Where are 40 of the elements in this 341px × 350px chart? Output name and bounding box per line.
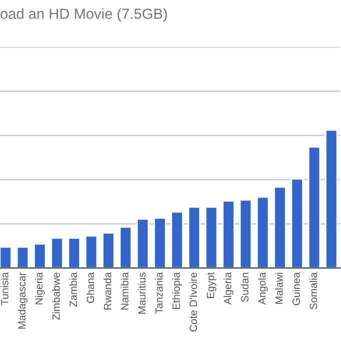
x-tick-label: Zambia xyxy=(69,272,77,307)
x-tick-label: Mauritius xyxy=(138,272,146,314)
bar xyxy=(16,246,30,268)
x-tick-label: Algeria xyxy=(224,272,234,305)
bar xyxy=(308,146,321,268)
x-tick-label: Madagascar xyxy=(18,272,28,329)
x-tick-label: Tunisia xyxy=(0,272,8,306)
bar xyxy=(102,232,115,268)
x-tick-label: Nigeria xyxy=(35,272,45,304)
bar xyxy=(325,129,338,268)
bar xyxy=(274,186,286,268)
bar xyxy=(222,200,235,268)
x-tick-label: Malawi xyxy=(275,272,283,304)
bar xyxy=(239,199,252,268)
x-tick-label: Egypt xyxy=(206,272,216,298)
bar xyxy=(68,237,81,268)
bar xyxy=(50,237,64,268)
bar xyxy=(205,206,218,268)
x-tick-label: Zimbabwe xyxy=(52,272,60,320)
bar xyxy=(119,226,132,268)
bar xyxy=(84,235,98,268)
bar xyxy=(0,246,12,268)
chart-title: oad an HD Movie (7.5GB) xyxy=(0,8,167,22)
bar xyxy=(136,218,150,268)
bar xyxy=(170,211,184,268)
bar xyxy=(154,217,166,268)
bar xyxy=(34,243,46,268)
x-tick-label: Guinea xyxy=(292,272,300,306)
x-tick-label: Somalia xyxy=(309,272,318,310)
x-tick-label: Rwanda xyxy=(104,272,112,310)
x-tick-label: Sudan xyxy=(240,272,248,302)
x-tick-label: Cote D'Ivoire xyxy=(189,272,198,332)
bar xyxy=(188,206,201,268)
x-tick-label: Namibia xyxy=(120,272,128,310)
bar xyxy=(256,196,270,268)
x-tick-label: Tanzania xyxy=(155,272,163,314)
x-tick-label: Ethiopia xyxy=(172,272,182,309)
bar xyxy=(290,178,304,268)
x-tick-label: Angola xyxy=(258,272,268,305)
x-tick-label: Ghana xyxy=(86,272,94,303)
